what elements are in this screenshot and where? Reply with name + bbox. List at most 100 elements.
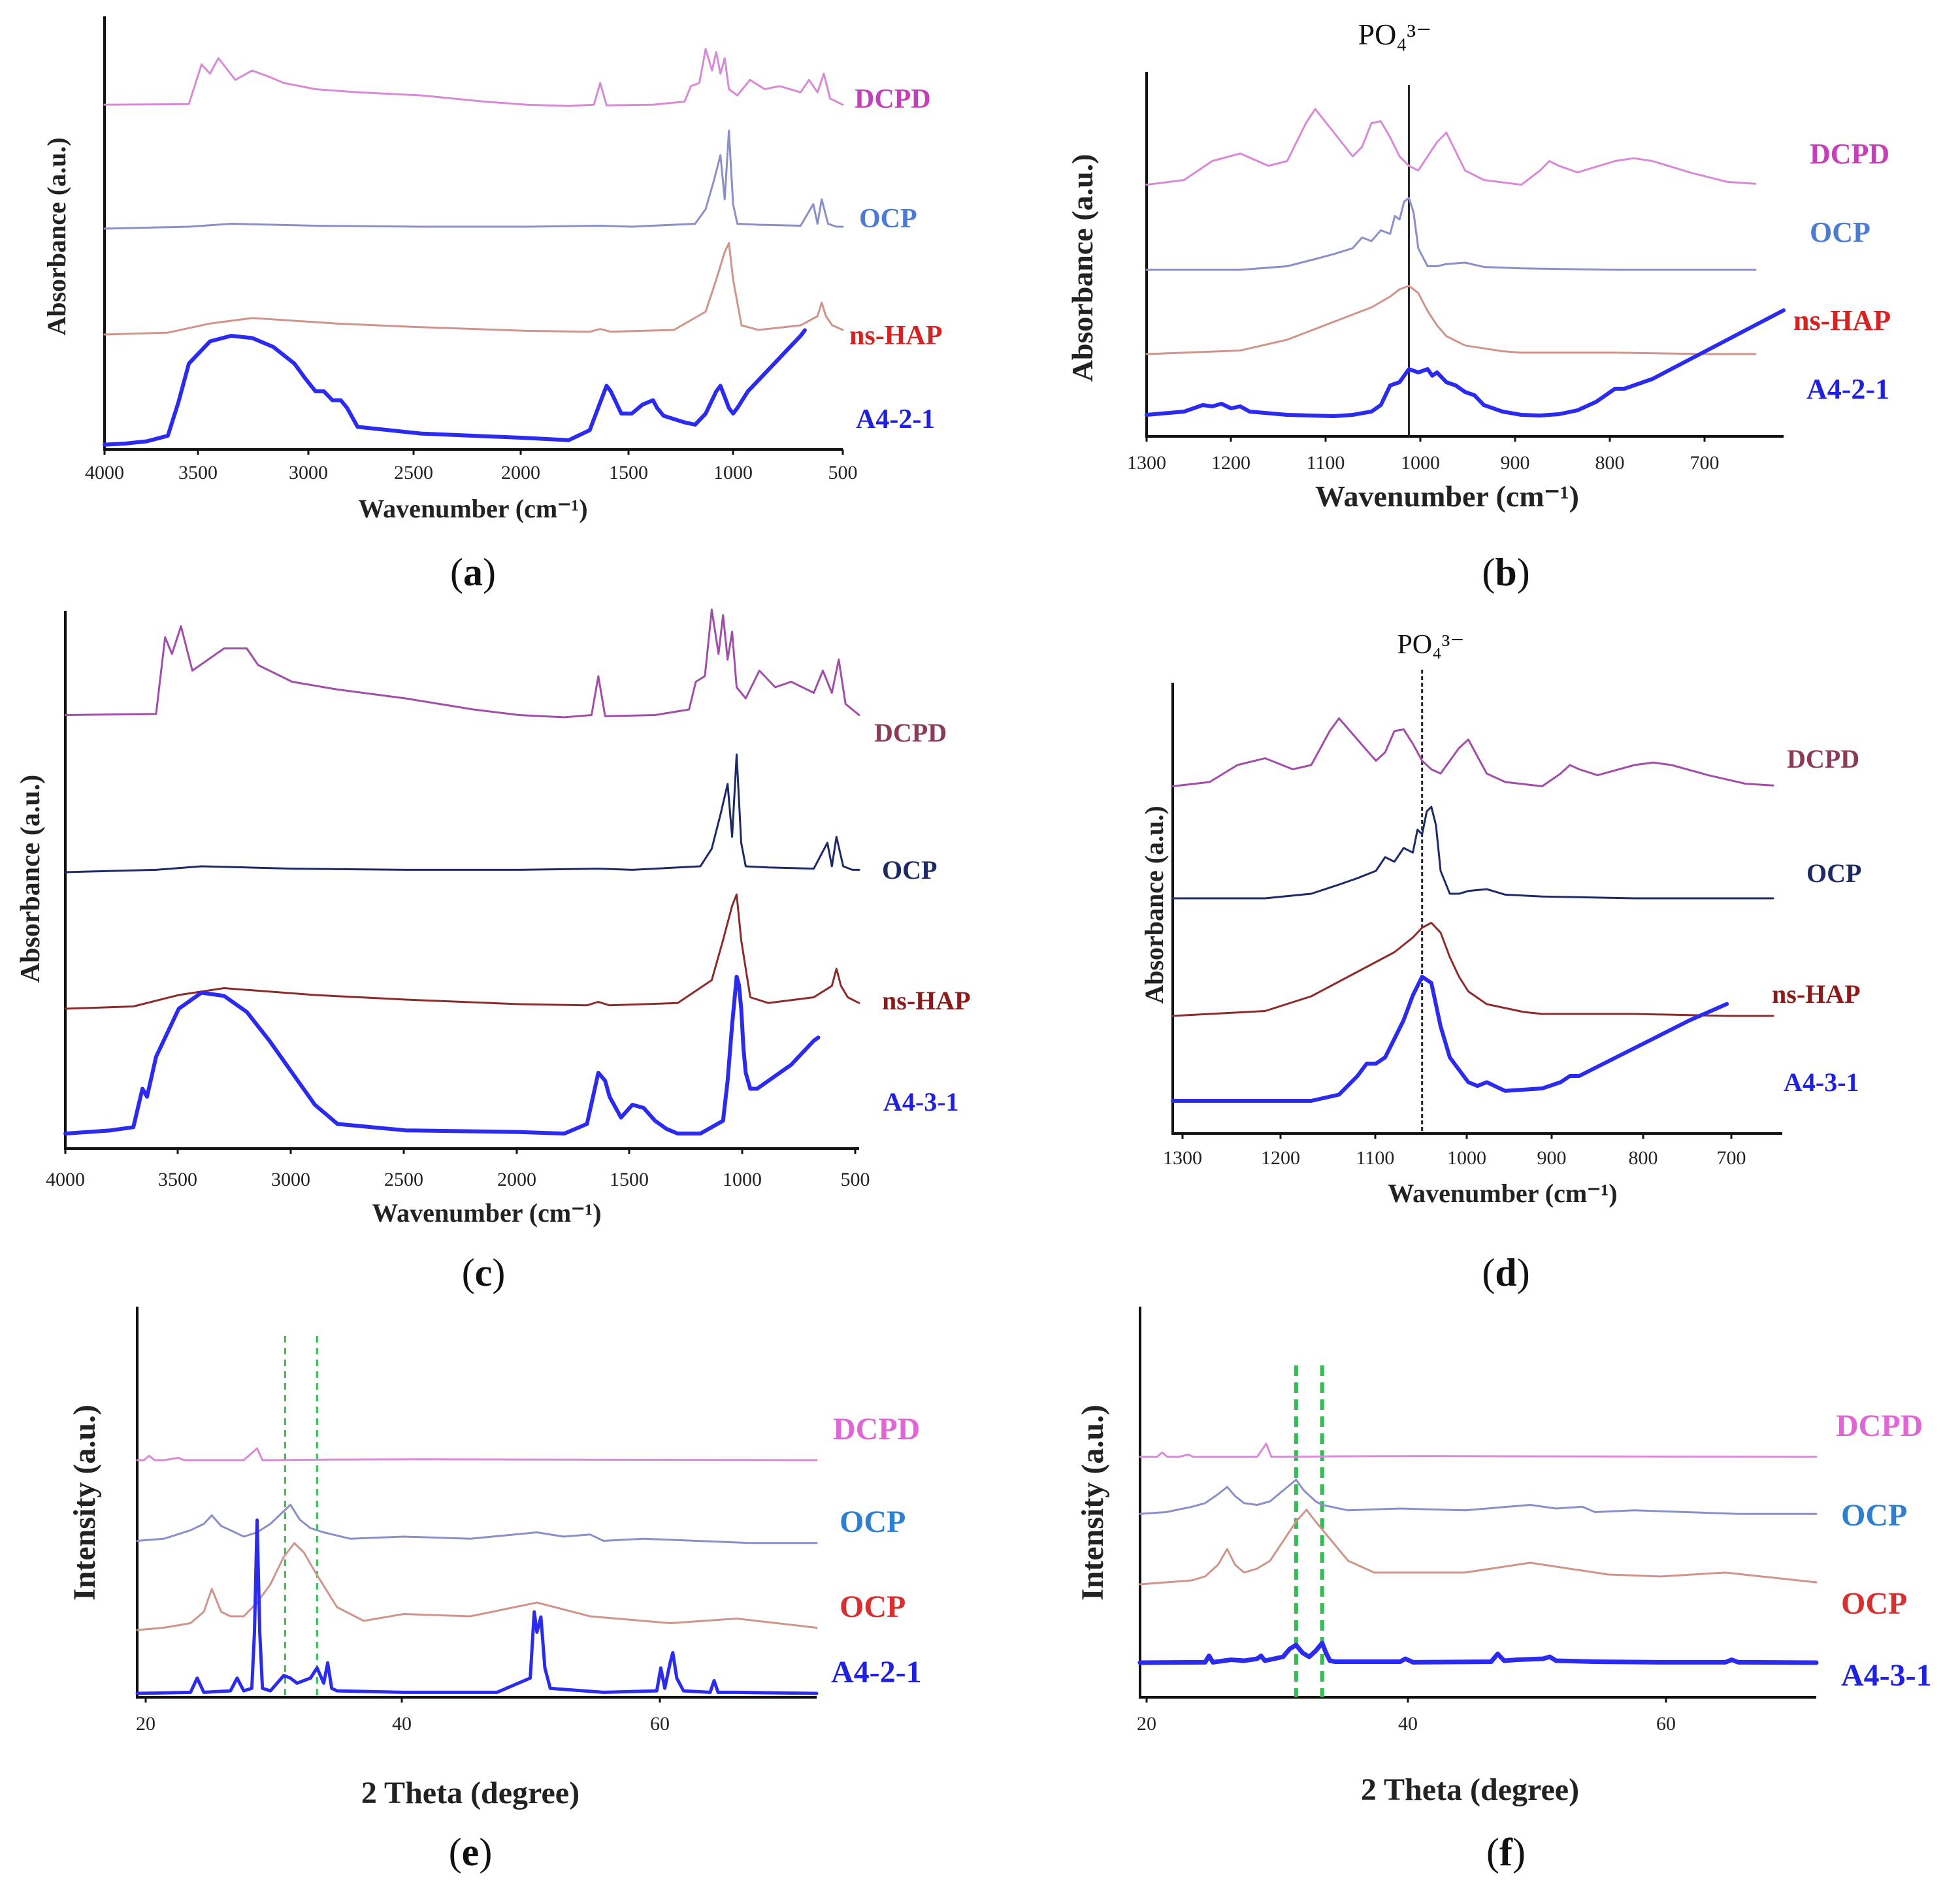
x-tick-label: 2000 <box>497 1169 536 1190</box>
x-tick-label: 1000 <box>713 462 753 483</box>
panel-e-guides <box>284 1336 318 1697</box>
x-tick-label: 500 <box>828 462 858 483</box>
x-tick-label: 900 <box>1537 1147 1567 1169</box>
panel-d-axes <box>1171 683 1782 1135</box>
series-line-ocp <box>136 1503 818 1544</box>
panel-d-curves <box>1171 717 1774 1103</box>
x-tick-label: 20 <box>1137 1713 1156 1735</box>
x-tick-label: 1200 <box>1211 452 1250 474</box>
series-line-dcpd <box>1139 1443 1818 1458</box>
x-tick-label: 1100 <box>1307 452 1345 474</box>
x-tick-label: 3000 <box>289 462 328 483</box>
panel-a-series-label: ns-HAP <box>849 321 942 351</box>
x-tick-label: 40 <box>392 1713 412 1735</box>
x-tick-label: 700 <box>1690 452 1720 474</box>
panel-a: Absorbance (a.u.) Wavenumber (cm⁻¹) 4000… <box>42 16 942 594</box>
panel-e-series-label: A4-2-1 <box>831 1655 922 1689</box>
panel-e-series-label: OCP <box>840 1505 906 1539</box>
series-line-dcpd <box>1171 717 1774 787</box>
panel-c-xticks: 4000 3500 3000 2500 2000 1500 1000 500 <box>46 1149 870 1190</box>
x-tick-label: 4000 <box>46 1169 85 1190</box>
panel-d: Absorbance (a.u.) Wavenumber (cm⁻¹) PO₄³… <box>1139 630 1861 1294</box>
series-line-ns-hap <box>1171 922 1774 1017</box>
panel-c: Absorbance (a.u.) Wavenumber (cm⁻¹) 4000… <box>16 608 971 1294</box>
panel-c-ylabel: Absorbance (a.u.) <box>16 775 46 983</box>
panel-f-curves <box>1137 1443 1819 1665</box>
series-line-a4-2-1 <box>103 328 807 447</box>
x-tick-label: 1100 <box>1356 1147 1395 1169</box>
series-line-ns-hap <box>1145 285 1757 355</box>
series-line-dcpd <box>136 1447 818 1461</box>
panel-d-label: (d) <box>1482 1251 1529 1294</box>
panel-e-series-label: DCPD <box>833 1412 920 1446</box>
panel-d-letter: d <box>1495 1251 1516 1294</box>
panel-b-series-label: OCP <box>1810 216 1870 248</box>
panel-d-xlabel: Wavenumber (cm⁻¹) <box>1388 1179 1617 1208</box>
x-tick-label: 60 <box>1656 1713 1676 1735</box>
panel-d-annotation: PO₄³⁻ <box>1397 630 1464 660</box>
series-line-ns-hap <box>103 242 844 336</box>
panel-f-series-label: A4-3-1 <box>1841 1658 1932 1693</box>
panel-e-ylabel: Intensity (a.u.) <box>67 1405 102 1601</box>
panel-c-series-label: DCPD <box>874 718 947 747</box>
panel-f-series-label: OCP <box>1841 1586 1907 1621</box>
series-line-ocp <box>64 753 860 873</box>
panel-c-series-label: ns-HAP <box>882 986 971 1015</box>
x-tick-label: 1300 <box>1163 1147 1202 1169</box>
x-tick-label: 60 <box>650 1713 670 1735</box>
panel-b-series-label: DCPD <box>1810 138 1889 170</box>
panel-d-series-label: DCPD <box>1787 744 1859 774</box>
panel-d-series-label: A4-3-1 <box>1784 1068 1859 1097</box>
x-tick-label: 2500 <box>394 462 433 483</box>
series-line-ocp <box>136 1542 818 1631</box>
x-tick-label: 3500 <box>158 1169 197 1190</box>
x-tick-label: 3500 <box>178 462 218 483</box>
panel-e: Intensity (a.u.) 2 Theta (degree) 20 40 60… <box>67 1307 922 1874</box>
x-tick-label: 3000 <box>271 1169 310 1190</box>
panel-e-curves <box>135 1447 819 1695</box>
panel-a-series-label: DCPD <box>855 84 931 114</box>
panel-b-series-label: ns-HAP <box>1793 304 1891 336</box>
x-tick-label: 800 <box>1595 452 1625 474</box>
series-line-dcpd <box>64 608 860 719</box>
panel-b-letter: b <box>1495 551 1516 594</box>
series-line-ocp <box>103 129 844 230</box>
panel-f: Intensity (a.u.) 2 Theta (degree) 20 40 60… <box>1075 1307 1932 1874</box>
panel-f-axes <box>1139 1307 1816 1699</box>
series-line-a4-3-1 <box>1171 975 1729 1103</box>
panel-f-xticks: 20 40 60 <box>1137 1697 1676 1735</box>
panel-f-ylabel: Intensity (a.u.) <box>1075 1405 1110 1601</box>
panel-b: Absorbance (a.u.) Wavenumber (cm⁻¹) PO₄³… <box>1066 18 1891 594</box>
panel-a-letter: a <box>463 551 483 594</box>
panel-e-letter: e <box>462 1831 480 1874</box>
panel-b-xticks: 1300 1200 1100 1000 900 800 700 <box>1127 85 1720 474</box>
panel-a-curves <box>103 48 844 447</box>
panel-f-series-label: DCPD <box>1836 1409 1923 1443</box>
series-line-ocp <box>1139 1509 1818 1586</box>
panel-f-xlabel: 2 Theta (degree) <box>1361 1772 1579 1807</box>
series-line-dcpd <box>103 48 844 107</box>
x-tick-label: 1000 <box>1447 1147 1486 1169</box>
panel-c-label: (c) <box>462 1251 506 1294</box>
panel-b-ylabel: Absorbance (a.u.) <box>1066 154 1099 382</box>
x-tick-label: 800 <box>1629 1147 1658 1169</box>
x-tick-label: 2000 <box>501 462 540 483</box>
panel-a-series-label: OCP <box>859 204 917 234</box>
x-tick-label: 1500 <box>610 1169 649 1190</box>
panel-b-annotation: PO₄³⁻ <box>1358 18 1432 51</box>
panel-d-xticks: 1300 1200 1100 1000 900 800 700 <box>1163 670 1746 1169</box>
panel-f-letter: f <box>1499 1831 1513 1874</box>
x-tick-label: 4000 <box>85 462 124 483</box>
panel-b-axes <box>1145 72 1784 438</box>
panel-e-xticks: 20 40 60 <box>136 1697 670 1735</box>
series-line-a4-3-1 <box>1137 1640 1819 1665</box>
panel-e-label: (e) <box>449 1831 493 1874</box>
panel-d-series-label: ns-HAP <box>1772 979 1861 1009</box>
panel-a-xlabel: Wavenumber (cm⁻¹) <box>358 494 587 523</box>
x-tick-label: 40 <box>1398 1713 1418 1735</box>
x-tick-label: 500 <box>841 1169 870 1190</box>
x-tick-label: 1300 <box>1127 452 1166 474</box>
panel-e-series-label: OCP <box>840 1590 906 1624</box>
panel-c-series-label: A4-3-1 <box>883 1087 959 1117</box>
